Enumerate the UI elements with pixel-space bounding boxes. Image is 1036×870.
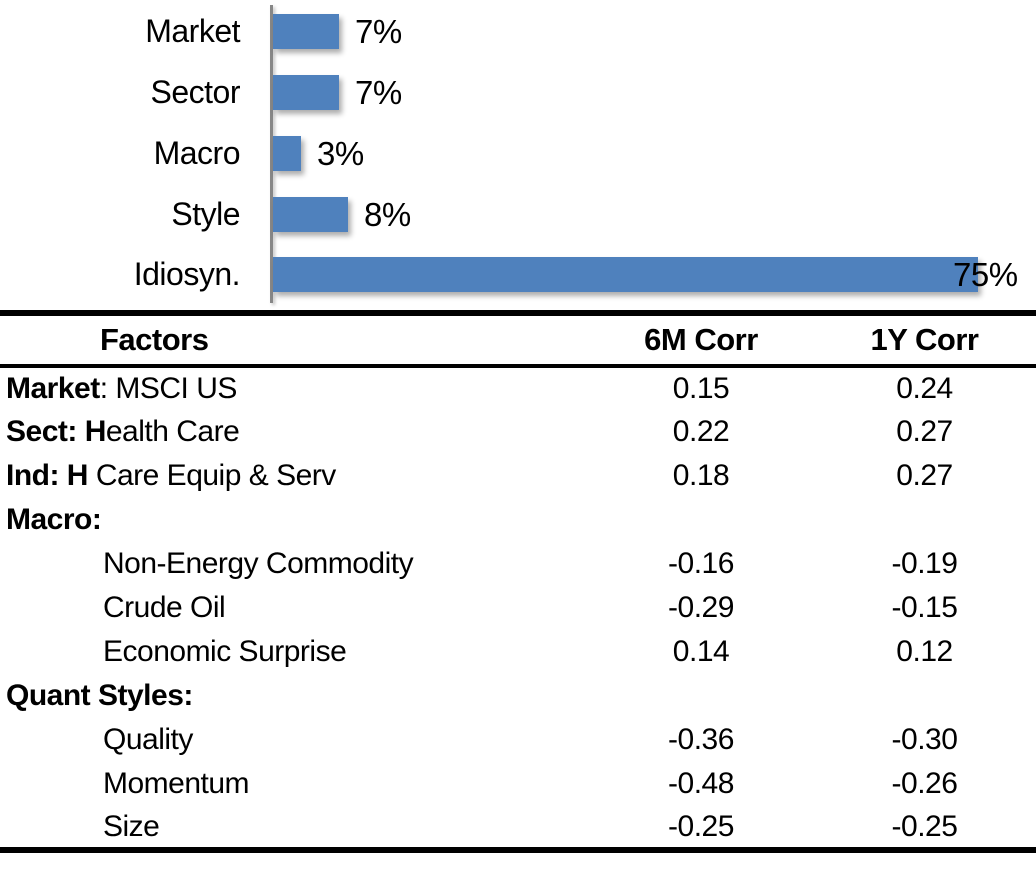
chart-category-label: Macro bbox=[153, 135, 241, 171]
factor-label-cell: Economic Surprise bbox=[0, 630, 589, 674]
corr-6m-cell: -0.29 bbox=[668, 591, 734, 624]
chart-category-label: Idiosyn. bbox=[133, 256, 241, 292]
table-row: Size -0.25 -0.25 bbox=[0, 806, 1036, 850]
factor-label-rest: Momentum bbox=[103, 767, 250, 800]
chart-bar bbox=[273, 197, 348, 232]
chart-bar bbox=[273, 75, 339, 110]
factor-label-bold: Ind: H bbox=[6, 459, 88, 492]
chart-bar-value-label: 3% bbox=[317, 135, 364, 172]
table-header-row: Factors 6M Corr 1Y Corr bbox=[0, 313, 1036, 366]
column-header-6m-corr: 6M Corr bbox=[644, 322, 758, 357]
factor-label-cell: Quality bbox=[0, 718, 589, 762]
corr-1y-cell: 0.12 bbox=[896, 635, 953, 668]
column-header-1y-corr: 1Y Corr bbox=[870, 322, 979, 357]
corr-1y-cell: 0.27 bbox=[896, 459, 953, 492]
corr-1y-cell bbox=[813, 674, 1036, 718]
corr-6m-cell bbox=[589, 498, 813, 542]
factor-label-bold: Macro: bbox=[6, 503, 102, 536]
chart-bar bbox=[273, 14, 339, 49]
table-row: Economic Surprise 0.14 0.12 bbox=[0, 630, 1036, 674]
corr-1y-cell: -0.25 bbox=[891, 809, 958, 843]
corr-6m-cell: -0.25 bbox=[668, 809, 734, 843]
table-row: Momentum -0.48 -0.26 bbox=[0, 762, 1036, 806]
factor-label-rest: : MSCI US bbox=[99, 372, 238, 405]
factor-label-cell: Crude Oil bbox=[0, 586, 589, 630]
corr-1y-cell: 0.24 bbox=[896, 372, 953, 405]
corr-6m-cell: -0.16 bbox=[668, 547, 734, 580]
column-header-factors: Factors bbox=[100, 322, 209, 357]
chart-bar-value-label: 7% bbox=[355, 13, 402, 50]
factor-label-rest: Crude Oil bbox=[103, 591, 226, 624]
factor-label-cell: Quant Styles: bbox=[0, 674, 589, 718]
factor-label-cell: Ind: H Care Equip & Serv bbox=[0, 454, 589, 498]
factor-label-bold: Sect: H bbox=[6, 415, 106, 448]
table-row: Quant Styles: bbox=[0, 674, 1036, 718]
corr-1y-cell: -0.15 bbox=[891, 591, 958, 624]
chart-bar-value-label: 8% bbox=[364, 196, 411, 233]
corr-1y-cell: -0.19 bbox=[891, 547, 958, 580]
factor-label-cell: Market: MSCI US bbox=[0, 366, 589, 410]
chart-bar bbox=[273, 136, 301, 171]
factor-label-cell: Momentum bbox=[0, 762, 589, 806]
factor-label-cell: Size bbox=[0, 806, 589, 850]
chart-category-label: Sector bbox=[150, 74, 241, 110]
table-row: Macro: bbox=[0, 498, 1036, 542]
factor-label-rest: Quality bbox=[103, 723, 193, 756]
factor-label-rest: ealth Care bbox=[105, 415, 240, 448]
factor-label-rest: Size bbox=[103, 809, 160, 843]
chart-bar bbox=[273, 257, 978, 292]
corr-6m-cell: -0.48 bbox=[668, 767, 734, 800]
chart-y-axis-line bbox=[270, 5, 273, 303]
factor-correlation-table: Factors 6M Corr 1Y Corr Market: MSCI US 0… bbox=[0, 310, 1036, 853]
factor-label-rest: Economic Surprise bbox=[103, 635, 347, 668]
factor-label-rest: Care Equip & Serv bbox=[87, 459, 336, 492]
table-row: Ind: H Care Equip & Serv 0.18 0.27 bbox=[0, 454, 1036, 498]
corr-6m-cell: -0.36 bbox=[668, 723, 734, 756]
factor-label-bold: Quant Styles: bbox=[6, 679, 193, 712]
factor-label-rest: Non-Energy Commodity bbox=[103, 547, 414, 580]
chart-bar-value-label: 7% bbox=[355, 74, 402, 111]
factor-label-cell: Non-Energy Commodity bbox=[0, 542, 589, 586]
corr-6m-cell: 0.14 bbox=[672, 635, 730, 668]
factor-label-bold: Market bbox=[6, 372, 100, 405]
chart-bar-value-label: 75% bbox=[953, 256, 1018, 293]
chart-category-label: Market bbox=[145, 13, 240, 49]
chart-category-label: Style bbox=[171, 196, 240, 232]
table-row: Non-Energy Commodity -0.16 -0.19 bbox=[0, 542, 1036, 586]
factor-label-cell: Sect: Health Care bbox=[0, 410, 589, 454]
corr-1y-cell: -0.30 bbox=[891, 723, 958, 756]
corr-1y-cell bbox=[813, 498, 1036, 542]
corr-1y-cell: 0.27 bbox=[896, 415, 953, 448]
risk-decomposition-bar-chart: Market 7% Sector 7% Macro 3% Style 8% Idiosyn. 75… bbox=[0, 0, 1036, 310]
corr-6m-cell: 0.22 bbox=[672, 415, 730, 448]
table-row: Crude Oil -0.29 -0.15 bbox=[0, 586, 1036, 630]
corr-6m-cell: 0.18 bbox=[672, 459, 730, 492]
table-row: Quality -0.36 -0.30 bbox=[0, 718, 1036, 762]
corr-1y-cell: -0.26 bbox=[891, 767, 958, 800]
factor-label-cell: Macro: bbox=[0, 498, 589, 542]
table-row: Market: MSCI US 0.15 0.24 bbox=[0, 366, 1036, 410]
corr-6m-cell bbox=[589, 674, 813, 718]
table-row: Sect: Health Care 0.22 0.27 bbox=[0, 410, 1036, 454]
corr-6m-cell: 0.15 bbox=[672, 372, 730, 405]
